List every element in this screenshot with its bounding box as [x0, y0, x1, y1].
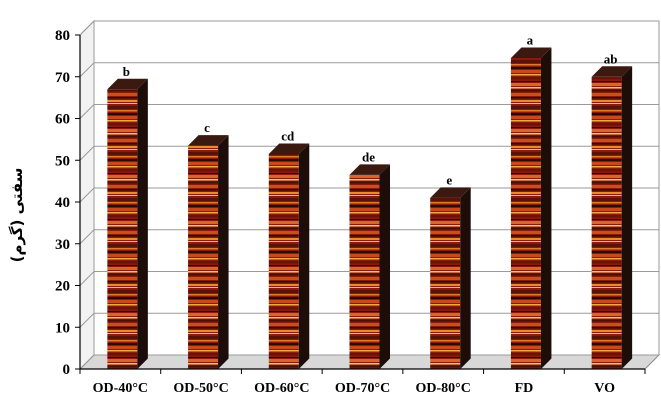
- bar-side: [218, 135, 229, 369]
- gridline: [79, 104, 659, 119]
- x-tick-label: FD: [515, 381, 534, 396]
- bar-top: [591, 66, 633, 77]
- bar-front: [349, 174, 380, 369]
- x-tick-label: OD-50°C: [173, 381, 228, 396]
- significance-label: a: [527, 32, 534, 47]
- bar-front: [268, 153, 299, 369]
- y-tick-label: 70: [55, 70, 70, 86]
- bar-front: [591, 76, 622, 369]
- bar-side: [379, 164, 390, 369]
- bar-front: [510, 57, 541, 370]
- x-tick-label: OD-40°C: [93, 381, 148, 396]
- y-tick-label: 40: [55, 195, 70, 211]
- bar-top: [430, 187, 471, 198]
- bar-side: [460, 187, 471, 369]
- significance-label: c: [204, 120, 210, 135]
- gridline: [79, 62, 659, 78]
- bar: de: [349, 149, 390, 369]
- bar-side: [137, 78, 148, 370]
- gridline: [79, 145, 659, 161]
- y-axis: 0 10 20 30 40 50 60 70 80: [55, 28, 81, 378]
- significance-label: de: [362, 149, 375, 164]
- bar-top: [510, 47, 552, 58]
- x-axis: OD-40°C OD-50°C OD-60°C OD-70°C OD-80°C FD VO: [79, 368, 646, 396]
- y-tick-label: 50: [55, 153, 70, 169]
- bar-front: [107, 89, 138, 370]
- gridline: [79, 20, 659, 36]
- y-tick-label: 30: [55, 237, 70, 253]
- bar: e: [430, 172, 471, 369]
- x-tick-label: VO: [594, 381, 615, 396]
- bar-front: [188, 145, 219, 369]
- y-tick-label: 60: [55, 112, 70, 128]
- bar-top: [107, 78, 148, 90]
- x-tick-label: OD-70°C: [335, 381, 390, 396]
- y-tick-label: 0: [63, 362, 71, 378]
- x-tick-label: OD-60°C: [254, 381, 309, 396]
- bar-top: [268, 143, 310, 154]
- y-tick-label: 10: [55, 320, 70, 336]
- significance-label: ab: [604, 51, 618, 66]
- bar-side: [621, 66, 633, 369]
- significance-label: e: [446, 172, 452, 187]
- bar: b: [107, 64, 148, 370]
- bar: ab: [591, 51, 633, 369]
- significance-label: cd: [281, 128, 295, 143]
- bars: b c cd de e a ab: [107, 32, 633, 370]
- bar-side: [298, 143, 310, 369]
- significance-label: b: [123, 64, 130, 79]
- x-tick-label: OD-80°C: [416, 381, 471, 396]
- y-tick-label: 80: [55, 28, 70, 44]
- bar-top: [349, 164, 390, 175]
- y-axis-label: سفتی (گرم): [8, 168, 26, 263]
- bar-top: [188, 135, 229, 146]
- bar-front: [430, 197, 461, 369]
- bar: a: [510, 32, 552, 370]
- bar-side: [540, 47, 552, 370]
- y-tick-label: 20: [55, 279, 70, 295]
- bar: c: [188, 120, 229, 369]
- bar: cd: [268, 128, 310, 369]
